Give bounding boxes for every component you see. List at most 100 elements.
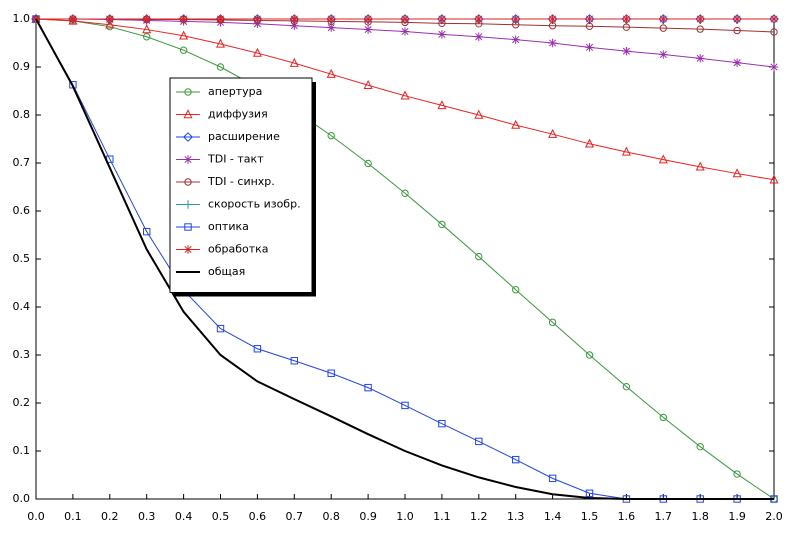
marker: [548, 14, 557, 24]
marker: [732, 14, 742, 24]
marker: [733, 26, 741, 35]
marker: [548, 474, 557, 483]
marker: [143, 227, 151, 236]
x-tick-label: 0.8: [322, 510, 340, 523]
marker: [511, 14, 520, 24]
marker: [732, 58, 742, 67]
marker: [179, 14, 188, 24]
marker: [216, 324, 225, 333]
marker: [183, 132, 193, 142]
x-tick-label: 0.0: [27, 510, 45, 523]
legend-box: [169, 77, 313, 293]
marker: [511, 35, 520, 44]
y-tick-label: 0.8: [13, 108, 31, 121]
y-tick-label: 0.1: [13, 444, 31, 457]
y-tick-label: 0.9: [13, 60, 31, 73]
x-tick-label: 1.2: [470, 510, 488, 523]
legend-label: общая: [208, 265, 245, 278]
marker: [659, 24, 667, 32]
marker: [400, 27, 410, 36]
marker: [105, 19, 115, 29]
marker: [438, 220, 446, 229]
marker: [142, 14, 151, 24]
marker: [401, 401, 409, 410]
marker: [475, 252, 483, 261]
marker: [622, 23, 631, 31]
y-tick-label: 0.2: [13, 396, 31, 409]
series-line: [35, 18, 774, 500]
marker: [183, 109, 193, 119]
marker: [437, 14, 447, 24]
marker: [327, 14, 336, 24]
marker: [216, 63, 225, 71]
x-tick-label: 2.0: [765, 510, 783, 523]
marker: [364, 383, 372, 392]
marker: [253, 345, 262, 353]
legend-label: TDI - синхр.: [207, 175, 275, 188]
marker: [105, 14, 114, 24]
y-tick-label: 1.0: [13, 12, 31, 25]
marker: [143, 33, 151, 41]
marker: [363, 79, 373, 89]
marker: [585, 351, 594, 359]
marker: [732, 168, 742, 178]
x-tick-label: 0.7: [286, 510, 304, 523]
marker: [622, 46, 631, 56]
marker: [215, 38, 226, 48]
marker: [585, 14, 594, 24]
marker: [659, 14, 668, 24]
marker: [585, 43, 594, 52]
marker: [183, 155, 193, 164]
marker: [253, 14, 262, 24]
x-tick-label: 0.9: [359, 510, 377, 523]
x-tick-label: 1.4: [544, 510, 562, 523]
series: [35, 18, 774, 500]
marker: [659, 413, 667, 422]
legend-label: расширение: [208, 130, 280, 143]
legend-label: скорость изобр.: [208, 198, 301, 211]
series: [31, 13, 779, 184]
marker: [584, 138, 595, 148]
x-tick-label: 1.7: [655, 510, 673, 523]
x-tick-label: 1.3: [507, 510, 525, 523]
marker: [474, 32, 483, 41]
x-tick-label: 0.1: [64, 510, 82, 523]
y-tick-label: 0.7: [13, 156, 31, 169]
marker: [695, 161, 705, 171]
marker: [548, 38, 557, 48]
series-line: [35, 18, 775, 181]
marker: [696, 25, 704, 33]
marker: [326, 68, 336, 78]
marker: [252, 47, 262, 57]
marker: [290, 21, 299, 30]
x-tick-label: 0.5: [212, 510, 230, 523]
marker: [327, 23, 336, 32]
marker: [621, 146, 631, 156]
marker: [696, 14, 705, 24]
marker: [400, 14, 410, 24]
marker: [733, 470, 741, 478]
x-tick-label: 1.5: [581, 510, 599, 523]
x-tick-label: 0.2: [101, 510, 119, 523]
marker: [327, 369, 335, 377]
marker: [475, 437, 483, 446]
marker: [622, 382, 631, 391]
legend-label: TDI - такт: [207, 153, 264, 166]
y-tick-label: 0.5: [13, 252, 31, 265]
marker: [474, 14, 483, 24]
marker: [216, 14, 225, 24]
marker: [437, 30, 447, 39]
legend-label: обработка: [208, 243, 269, 256]
x-tick-label: 1.8: [691, 510, 709, 523]
marker: [512, 455, 520, 464]
marker: [364, 159, 372, 168]
marker: [474, 109, 484, 119]
marker: [183, 200, 193, 209]
marker: [437, 100, 447, 110]
marker: [659, 50, 668, 59]
marker: [512, 286, 520, 294]
marker: [585, 489, 594, 497]
series-line: [35, 18, 775, 500]
marker: [770, 28, 778, 36]
x-tick-label: 0.4: [175, 510, 193, 523]
